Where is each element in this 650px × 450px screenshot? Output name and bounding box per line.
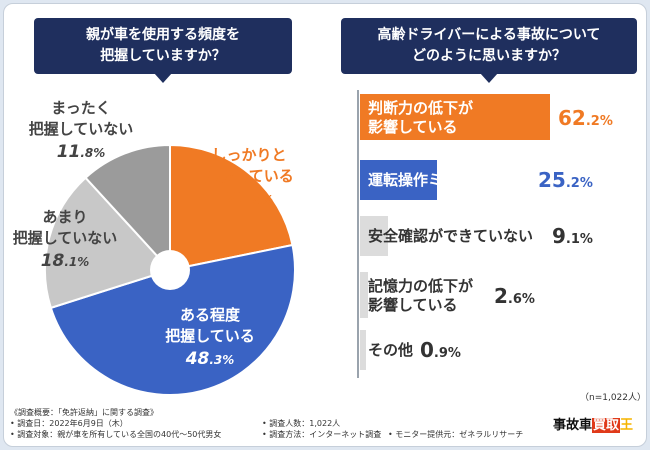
pie-label-somewhat: ある程度把握している 48.3% [140, 305, 280, 372]
pie-label-text: あまり [42, 208, 88, 226]
bar-judgment-decline-value: 62.2% [558, 106, 613, 130]
question-2-line2: どのように思いますか？ [412, 48, 566, 64]
pie-label-text: ある程度 [179, 306, 240, 324]
bar-label-text: 運転操作ミスが多い [368, 171, 504, 189]
bar-operation-mistakes-label: 運転操作ミスが多い [368, 171, 503, 190]
logo-part2: 買取 [592, 418, 621, 433]
bar-judgment-decline-label: 判断力の低下が 影響している [368, 99, 473, 137]
bar-chart-baseline [357, 90, 359, 378]
question-1-line1: 親が車を使用する頻度を [86, 27, 240, 43]
pie-slice-firmly [169, 143, 294, 272]
pie-label-text: 把握していない [12, 229, 118, 247]
pie-slice-not-at-all [84, 143, 171, 273]
bar-memory-decline-label: 記憶力の低下が 影響している [368, 277, 473, 315]
bar-label-text: その他 [368, 341, 414, 359]
sample-size: （n=1,022人） [580, 393, 647, 403]
survey-title: 《調査概要：「免許返納」に関する調査》 [10, 408, 158, 417]
pie-value: 48.3% [185, 349, 235, 369]
pie-value: 11.8% [56, 142, 106, 162]
survey-date: • 調査日：2022年6月9日（木） [10, 419, 128, 428]
bar-label-text: 記憶力の低下が [368, 277, 474, 295]
bar-memory-decline [360, 272, 368, 318]
pie-label-barely: あまり把握していない 18.1% [12, 207, 118, 274]
question-2-header: 高齢ドライバーによる事故について どのように思いますか？ [341, 18, 637, 83]
bar-other-label: その他 [368, 341, 413, 360]
survey-target: • 調査対象：親が車を所有している全国の40代～50代男女 [10, 430, 222, 439]
logo-part1: 事故車 [553, 418, 593, 433]
question-1-pointer [154, 73, 172, 83]
survey-method: • 調査方法：インターネット調査 [262, 430, 382, 439]
brand-logo: 事故車買取王 [553, 414, 633, 433]
bar-operation-mistakes [360, 160, 437, 200]
question-2-pointer [480, 73, 498, 83]
bar-operation-mistakes-value: 25.2% [538, 168, 593, 192]
question-2-line1: 高齢ドライバーによる事故について [377, 27, 601, 43]
pie-center-hole [150, 250, 190, 290]
bar-other [360, 330, 366, 370]
bar-other-value: 0.9% [420, 338, 461, 362]
pie-value: 21.8% [224, 189, 274, 209]
question-1-line2: 把握していますか？ [100, 48, 226, 64]
pie-chart [44, 143, 296, 396]
bar-label-text: 影響している [368, 118, 458, 136]
pie-label-text: しっかりと [211, 146, 287, 164]
pie-label-not-at-all: まったく把握していない 11.8% [28, 98, 134, 165]
bar-memory-decline-value: 2.6% [494, 284, 535, 308]
pie-label-text: 把握していない [28, 120, 134, 138]
pie-slice-somewhat [49, 243, 296, 396]
survey-count: • 調査人数：1,022人 [262, 419, 341, 428]
bar-label-text: 判断力の低下が [368, 99, 474, 117]
pie-label-text: 把握している [165, 327, 255, 345]
logo-part3: 王 [620, 418, 634, 433]
question-1-header: 親が車を使用する頻度を 把握していますか？ [34, 18, 292, 83]
pie-value: 18.1% [40, 251, 90, 271]
bar-safety-check-label: 安全確認ができていない [368, 227, 533, 246]
bar-safety-check [360, 216, 388, 256]
pie-slice-barely [44, 176, 172, 310]
bar-label-text: 影響している [368, 296, 458, 314]
survey-monitor: • モニター提供元：ゼネラルリサーチ [388, 430, 524, 439]
pie-label-text: 把握している [204, 167, 294, 185]
bar-judgment-decline [360, 94, 550, 140]
bar-label-text: 安全確認ができていない [368, 227, 534, 245]
pie-label-firmly: しっかりと把握している 21.8% [190, 145, 308, 212]
bar-safety-check-value: 9.1% [552, 224, 593, 248]
pie-label-text: まったく [51, 99, 111, 117]
